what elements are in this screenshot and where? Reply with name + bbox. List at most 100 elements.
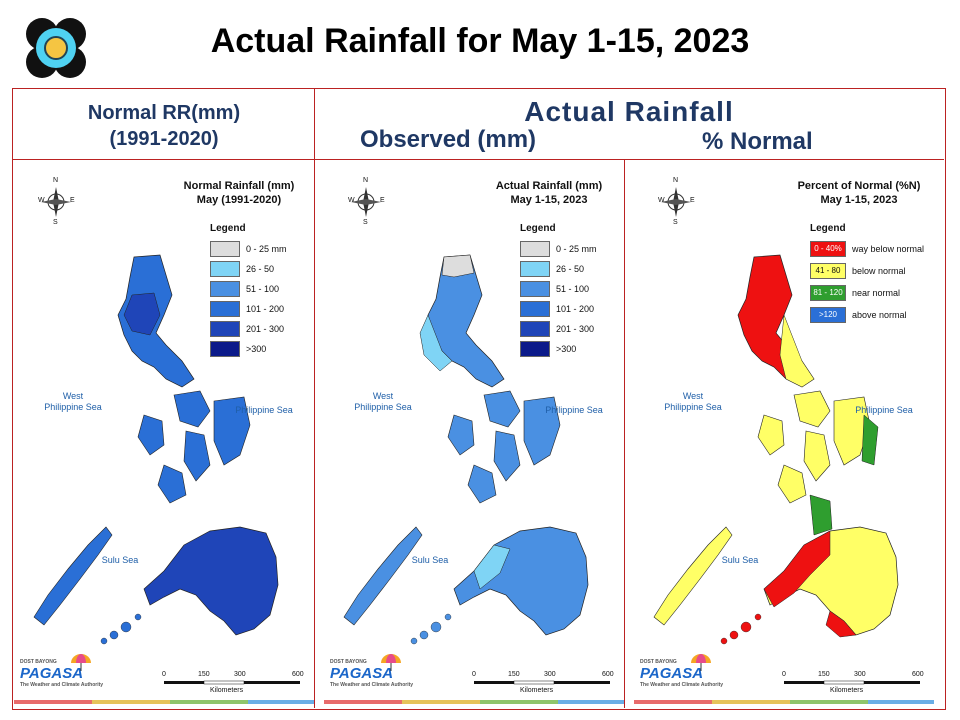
sea-south-label: Sulu Sea bbox=[411, 555, 449, 565]
palawan bbox=[33, 526, 113, 626]
panel-title-line1: Normal Rainfall (mm) bbox=[183, 180, 295, 192]
pagasa-name: PAGASA bbox=[20, 665, 84, 682]
legend-row: 26 - 50 bbox=[520, 261, 584, 277]
palawan bbox=[343, 526, 423, 626]
legend-label: 201 - 300 bbox=[246, 324, 285, 334]
legend-swatch bbox=[210, 301, 240, 317]
panel-title-line1: Percent of Normal (%N) bbox=[797, 180, 921, 192]
visayas-island bbox=[467, 464, 497, 504]
stripe-green bbox=[170, 700, 248, 704]
legend-row: >300 bbox=[520, 341, 576, 357]
legend-swatch bbox=[210, 281, 240, 297]
visayas-island bbox=[213, 396, 251, 466]
legend-swatch bbox=[520, 261, 550, 277]
sea-east-label: Philippine Sea bbox=[545, 405, 603, 415]
legend-label: above normal bbox=[852, 310, 907, 320]
legend-swatch bbox=[520, 241, 550, 257]
compass-s: S bbox=[363, 219, 368, 226]
stripe-green-3 bbox=[790, 700, 868, 704]
sulu-island bbox=[720, 637, 728, 645]
compass-s: S bbox=[53, 219, 58, 226]
mindanao bbox=[143, 526, 279, 636]
legend-label: way below normal bbox=[852, 244, 925, 254]
sea-east-label: Philippine Sea bbox=[235, 405, 293, 415]
compass-e: E bbox=[70, 197, 75, 204]
stripe-blue-3 bbox=[868, 700, 934, 704]
legend-row: 0 - 25 mm bbox=[210, 241, 287, 257]
map-svg bbox=[33, 187, 300, 685]
legend-row: 51 - 100 bbox=[520, 281, 589, 297]
scale-bar bbox=[164, 680, 300, 685]
normal-header: Normal RR(mm) (1991-2020) bbox=[14, 100, 314, 152]
legend-title: Legend bbox=[520, 223, 556, 234]
pagasa-tagline: The Weather and Climate Authority bbox=[640, 682, 724, 688]
visayas-island bbox=[173, 390, 211, 428]
legend-swatch bbox=[520, 301, 550, 317]
pagasa-name: PAGASA bbox=[640, 665, 704, 682]
divider-right bbox=[624, 159, 625, 708]
compass-w: W bbox=[658, 197, 665, 204]
sea-west-line1: West bbox=[62, 391, 84, 401]
stripe-green-2 bbox=[480, 700, 558, 704]
percent-normal-map: Percent of Normal (%N) May 1-15, 2023 N S W E… bbox=[634, 165, 934, 705]
sulu-island bbox=[444, 613, 452, 621]
legend-label: 51 - 100 bbox=[246, 284, 280, 294]
compass-s: S bbox=[673, 219, 678, 226]
visayas-island bbox=[137, 414, 165, 456]
scale-tick: 600 bbox=[292, 671, 304, 678]
visayas-island bbox=[493, 430, 521, 482]
compass-n: N bbox=[363, 177, 369, 184]
legend-label: >300 bbox=[556, 344, 577, 354]
south-mindanao-way-below bbox=[825, 610, 857, 638]
compass-rose bbox=[661, 187, 691, 217]
visayas-island bbox=[803, 430, 831, 482]
mindanao bbox=[453, 526, 589, 636]
legend-title: Legend bbox=[810, 223, 846, 234]
pagasa-brand: DOST BAYONG PAGASA The Weather and Climate… bbox=[330, 654, 413, 688]
page-title: Actual Rainfall for May 1-15, 2023 bbox=[210, 22, 750, 60]
legend-swatch bbox=[210, 321, 240, 337]
stripe-red-3 bbox=[634, 700, 712, 704]
sulu-island bbox=[134, 613, 142, 621]
scale-unit: Kilometers bbox=[210, 687, 244, 694]
scale-unit: Kilometers bbox=[830, 687, 864, 694]
sulu-island bbox=[419, 630, 429, 640]
legend-label: 26 - 50 bbox=[556, 264, 585, 274]
legend-row: 26 - 50 bbox=[210, 261, 274, 277]
visayas-island bbox=[833, 396, 871, 466]
sulu-island bbox=[100, 637, 108, 645]
bicol-region bbox=[779, 314, 815, 388]
panel-title-line1: Actual Rainfall (mm) bbox=[495, 180, 603, 192]
scale-tick: 150 bbox=[198, 671, 210, 678]
pagasa-tagline: The Weather and Climate Authority bbox=[20, 682, 104, 688]
sea-west-line2: Philippine Sea bbox=[44, 402, 102, 412]
sea-south-label: Sulu Sea bbox=[101, 555, 139, 565]
sea-west-line1: West bbox=[372, 391, 394, 401]
umbrella-icon bbox=[381, 654, 401, 671]
legend-swatch: 81 - 120 bbox=[810, 285, 846, 301]
legend-swatch bbox=[210, 241, 240, 257]
map-svg bbox=[343, 187, 610, 685]
pagasa-brand: DOST BAYONG PAGASA The Weather and Climate… bbox=[640, 654, 724, 688]
pagasa-prefix: DOST BAYONG bbox=[20, 659, 57, 665]
legend-title: Legend bbox=[210, 223, 246, 234]
scale-tick: 0 bbox=[782, 671, 786, 678]
sulu-island bbox=[740, 621, 752, 633]
compass-w: W bbox=[38, 197, 45, 204]
visayas-island bbox=[757, 414, 785, 456]
sea-west-line2: Philippine Sea bbox=[354, 402, 412, 412]
scale-tick: 300 bbox=[544, 671, 556, 678]
visayas-island bbox=[447, 414, 475, 456]
umbrella-icon bbox=[691, 654, 711, 671]
pagasa-brand: DOST BAYONG PAGASA The Weather and Climate… bbox=[20, 654, 104, 688]
scale-tick: 150 bbox=[508, 671, 520, 678]
scale-bar bbox=[784, 680, 920, 685]
legend-label: 201 - 300 bbox=[556, 324, 595, 334]
west-luzon-region bbox=[419, 314, 453, 372]
scale-tick: 300 bbox=[234, 671, 246, 678]
legend-row: 101 - 200 bbox=[520, 301, 594, 317]
map-frame bbox=[12, 88, 946, 710]
visayas-island bbox=[777, 464, 807, 504]
scale-tick: 600 bbox=[602, 671, 614, 678]
panel-title-line2: May (1991-2020) bbox=[196, 194, 282, 206]
